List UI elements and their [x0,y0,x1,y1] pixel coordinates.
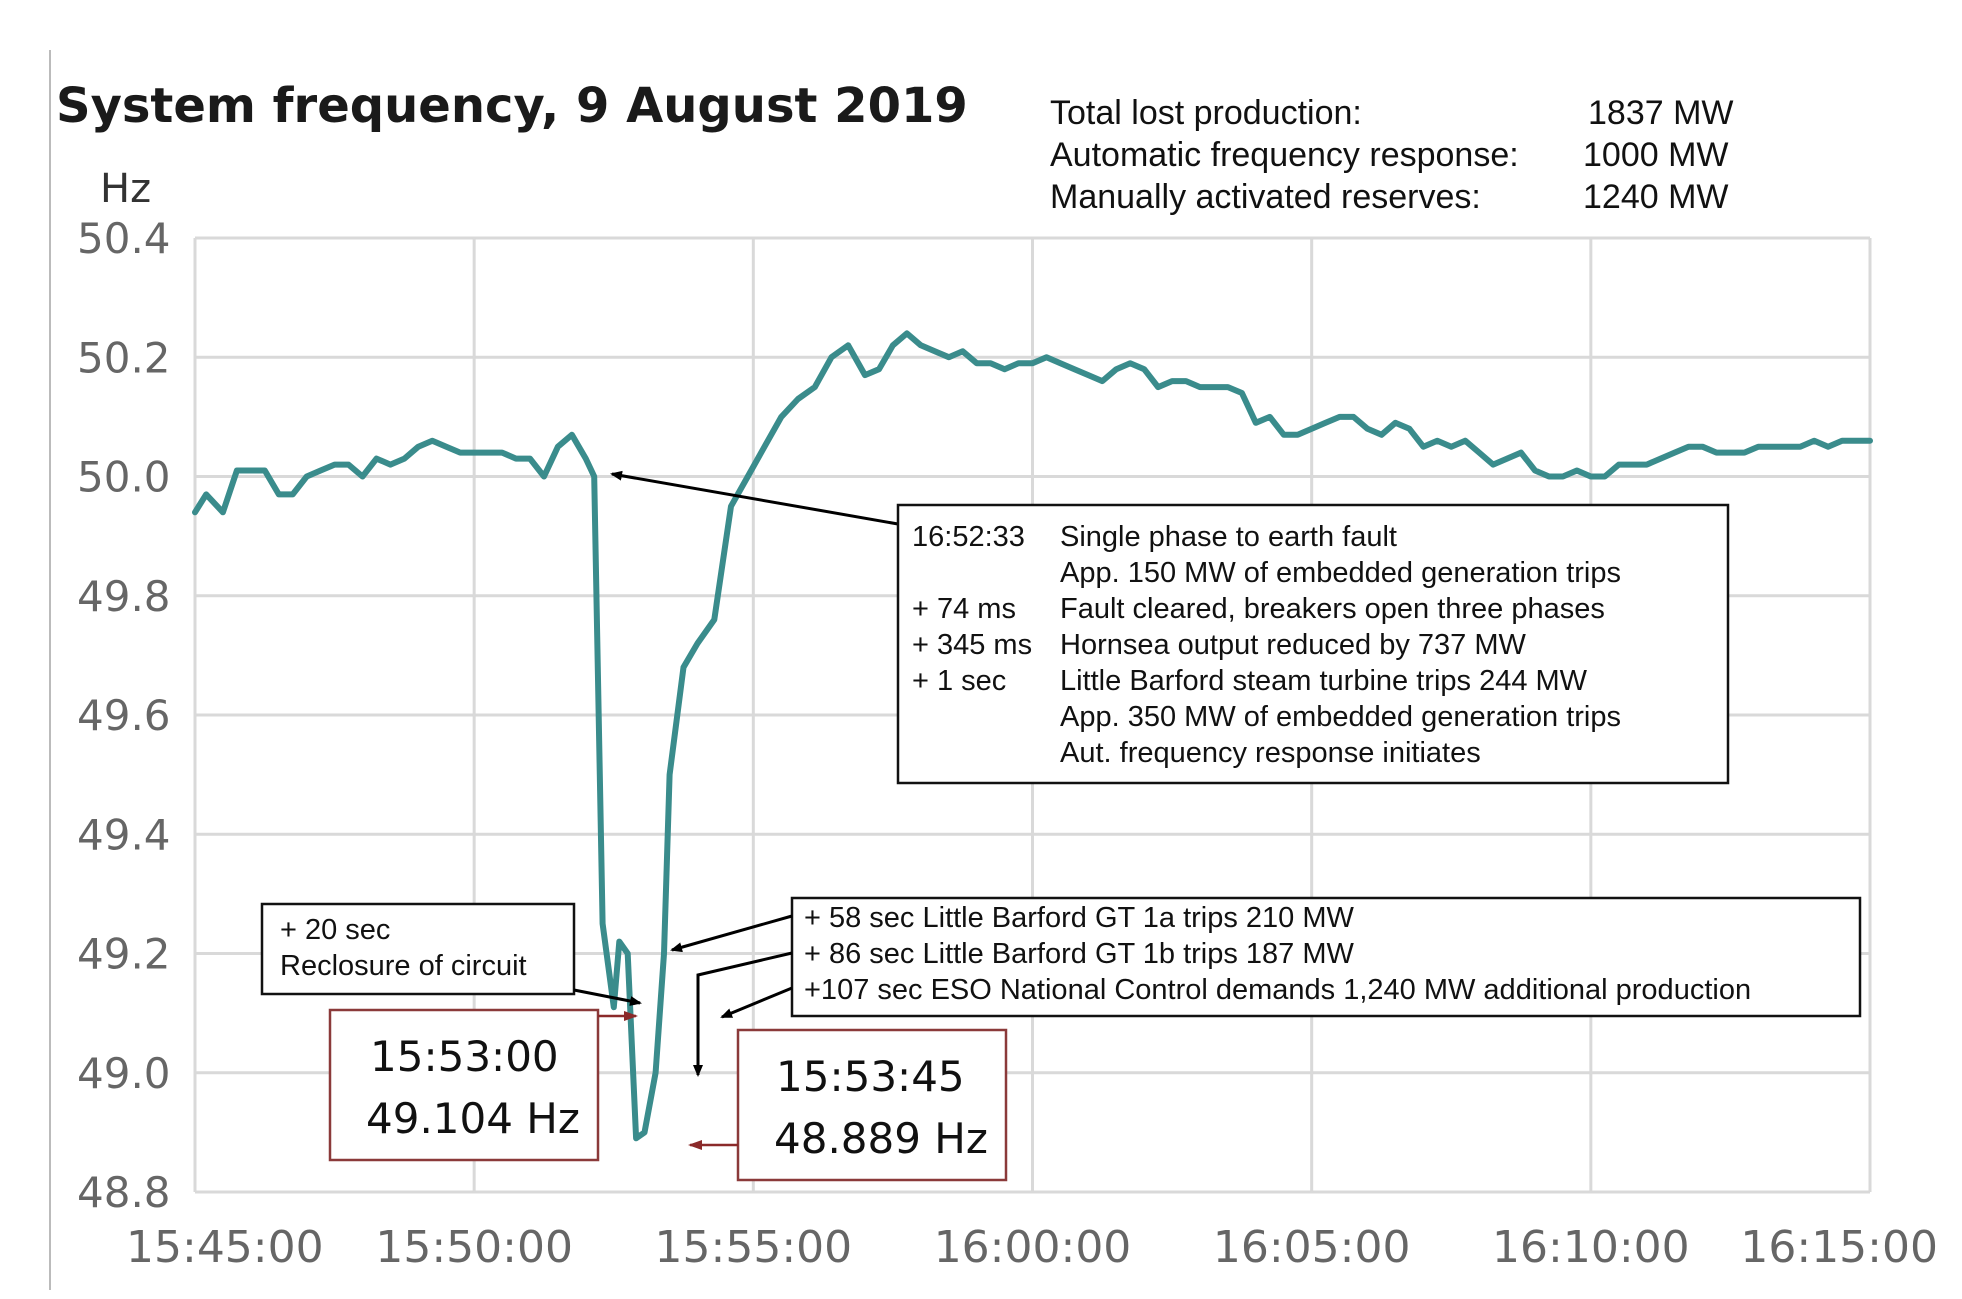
frequency-series [192,330,1873,1142]
summary-label-manual: Manually activated reserves: [1050,178,1481,216]
y-axis-ticks: 50.4 50.2 50.0 49.8 49.6 49.4 49.2 49.0 48.8 [77,214,171,1217]
trips-annotation: + 58 sec Little Barford GT 1a trips 210 … [670,896,1862,1077]
event-time-3: + 74 ms [912,593,1016,625]
event-time-5: + 1 sec [912,665,1006,697]
reclosure-line-1: + 20 sec [280,914,390,946]
y-tick-label: 50.0 [77,453,171,502]
x-axis-ticks: 15:45:00 15:50:00 15:55:00 16:00:00 16:05:00… [126,1222,1938,1273]
chart-title: System frequency, 9 August 2019 [56,78,968,134]
trips-line-1: + 58 sec Little Barford GT 1a trips 210 … [804,902,1355,934]
reclosure-arrow [573,988,642,1006]
frequency-line [192,330,1873,1142]
x-tick-label: 16:10:00 [1492,1222,1690,1273]
reclosure-line-2: Reclosure of circuit [280,950,527,982]
trips-line-3: +107 sec ESO National Control demands 1,… [804,974,1751,1006]
y-tick-label: 49.4 [77,810,171,859]
event-annotation: 16:52:33 Single phase to earth fault App… [610,470,1730,785]
y-axis-unit: Hz [100,166,151,212]
event-time-1: 16:52:33 [912,521,1025,553]
summary-value-manual: 1240 MW [1583,178,1729,216]
point-label-1: 15:53:00 49.104 Hz [328,1008,638,1162]
x-tick-label: 16:15:00 [1740,1222,1938,1273]
trips-arrow-2 [693,951,793,1077]
summary-value-lost: 1837 MW [1588,94,1734,132]
x-tick-label: 15:45:00 [126,1222,324,1273]
y-tick-label: 49.0 [77,1049,171,1098]
point-time-2: 15:53:45 [776,1052,965,1101]
event-text-3: Fault cleared, breakers open three phase… [1060,593,1605,625]
x-tick-label: 16:00:00 [934,1222,1132,1273]
y-tick-label: 49.8 [77,572,171,621]
trips-line-2: + 86 sec Little Barford GT 1b trips 187 … [804,938,1355,970]
event-text-4: Hornsea output reduced by 737 MW [1060,629,1526,661]
y-tick-label: 49.2 [77,930,171,979]
summary-label-automatic: Automatic frequency response: [1050,136,1519,174]
y-tick-label: 50.4 [77,214,171,263]
event-text-7: Aut. frequency response initiates [1060,737,1481,769]
point-label-2: 15:53:45 48.889 Hz [688,1028,1008,1182]
event-text-1: Single phase to earth fault [1060,521,1397,553]
event-text-5: Little Barford steam turbine trips 244 M… [1060,665,1588,697]
summary-label-lost: Total lost production: [1050,94,1362,132]
trips-arrow-3 [720,986,793,1019]
y-tick-label: 50.2 [77,333,171,382]
point-box-2 [736,1028,1008,1182]
event-text-6: App. 350 MW of embedded generation trips [1060,701,1621,733]
event-text-2: App. 150 MW of embedded generation trips [1060,557,1621,589]
point-time-1: 15:53:00 [370,1032,559,1081]
event-box [896,503,1730,785]
x-tick-label: 15:50:00 [375,1222,573,1273]
trips-box [790,896,1862,1018]
x-tick-label: 15:55:00 [655,1222,853,1273]
x-tick-label: 16:05:00 [1213,1222,1411,1273]
event-arrow [610,470,899,526]
event-time-4: + 345 ms [912,629,1032,661]
point-box-1 [328,1008,600,1162]
point-value-1: 49.104 Hz [366,1094,580,1143]
point-value-2: 48.889 Hz [774,1114,988,1163]
reclosure-annotation: + 20 sec Reclosure of circuit [260,902,642,1006]
y-tick-label: 48.8 [77,1168,171,1217]
reclosure-box [260,902,576,996]
summary-value-automatic: 1000 MW [1583,136,1729,174]
y-tick-label: 49.6 [77,691,171,740]
trips-arrow-1 [670,914,793,953]
summary-block: Total lost production: 1837 MW Automatic… [1050,94,1734,216]
